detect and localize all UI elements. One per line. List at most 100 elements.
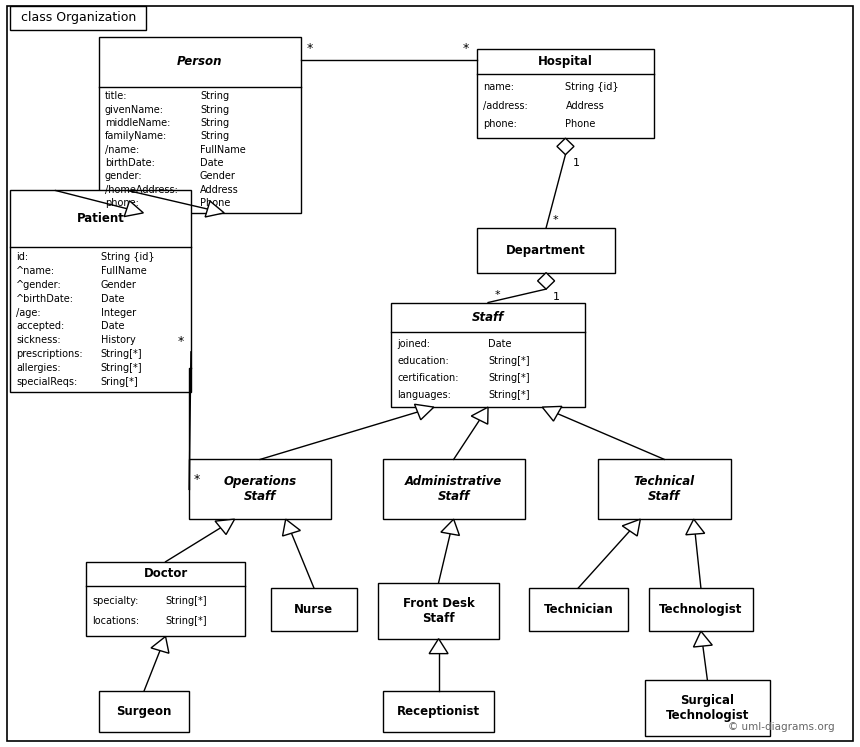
Text: String: String [200, 131, 229, 141]
Text: Surgical
Technologist: Surgical Technologist [666, 694, 749, 722]
Text: String {id}: String {id} [101, 252, 154, 262]
Text: Technician: Technician [544, 603, 613, 616]
Bar [383, 691, 494, 732]
Text: String {id}: String {id} [566, 82, 619, 93]
Text: /homeAddress:: /homeAddress: [105, 185, 178, 195]
Text: Date: Date [101, 294, 124, 304]
Text: String[*]: String[*] [101, 349, 142, 359]
Polygon shape [538, 273, 555, 289]
Bar [189, 459, 331, 519]
Text: Phone: Phone [200, 198, 230, 208]
Text: Hospital: Hospital [538, 55, 593, 68]
Polygon shape [283, 519, 300, 536]
Polygon shape [215, 519, 235, 535]
Bar [529, 588, 628, 631]
Text: String: String [200, 105, 229, 115]
Text: String: String [200, 91, 229, 102]
Text: Sring[*]: Sring[*] [101, 376, 138, 387]
Bar [645, 680, 770, 736]
Text: *: * [495, 290, 501, 300]
Text: 1: 1 [553, 292, 560, 302]
Text: Nurse: Nurse [294, 603, 334, 616]
Polygon shape [557, 138, 574, 155]
Polygon shape [441, 519, 459, 536]
Text: phone:: phone: [105, 198, 138, 208]
Text: *: * [194, 473, 200, 486]
Text: prescriptions:: prescriptions: [16, 349, 83, 359]
Text: Administrative
Staff: Administrative Staff [405, 475, 502, 503]
Text: Doctor: Doctor [144, 567, 187, 580]
Text: History: History [101, 335, 135, 345]
Text: birthDate:: birthDate: [105, 158, 155, 168]
Bar [271, 588, 357, 631]
Bar [391, 303, 585, 407]
Text: allergies:: allergies: [16, 363, 61, 373]
Text: class Organization: class Organization [21, 11, 136, 25]
Text: ^gender:: ^gender: [16, 280, 62, 290]
Polygon shape [623, 519, 641, 536]
Bar [86, 562, 245, 636]
Text: Receptionist: Receptionist [397, 705, 480, 718]
Bar [99, 37, 301, 213]
Text: middleName:: middleName: [105, 118, 170, 128]
Text: gender:: gender: [105, 171, 143, 182]
Text: specialReqs:: specialReqs: [16, 376, 77, 387]
Text: String[*]: String[*] [488, 390, 530, 400]
Text: joined:: joined: [397, 339, 430, 350]
Text: FullName: FullName [200, 145, 246, 155]
Text: id:: id: [16, 252, 28, 262]
Polygon shape [429, 639, 448, 654]
Text: phone:: phone: [483, 120, 517, 129]
Text: certification:: certification: [397, 373, 459, 382]
Text: String[*]: String[*] [165, 596, 207, 606]
Text: Address: Address [200, 185, 239, 195]
Text: ^name:: ^name: [16, 266, 55, 276]
Bar [598, 459, 731, 519]
Text: String[*]: String[*] [165, 616, 207, 626]
Polygon shape [471, 407, 488, 424]
Polygon shape [415, 404, 434, 420]
Text: Gender: Gender [200, 171, 236, 182]
Text: givenName:: givenName: [105, 105, 164, 115]
Text: ^birthDate:: ^birthDate: [16, 294, 74, 304]
Polygon shape [206, 201, 224, 217]
Text: title:: title: [105, 91, 127, 102]
Text: Patient: Patient [77, 212, 125, 226]
Bar [649, 588, 752, 631]
Text: education:: education: [397, 356, 449, 366]
Bar [10, 6, 146, 30]
Text: specialty:: specialty: [92, 596, 138, 606]
Text: *: * [306, 43, 312, 55]
Text: name:: name: [483, 82, 514, 93]
Text: String[*]: String[*] [488, 356, 530, 366]
Text: *: * [463, 43, 469, 55]
Bar [10, 190, 191, 392]
Text: String: String [200, 118, 229, 128]
Text: Operations
Staff: Operations Staff [224, 475, 297, 503]
Text: Front Desk
Staff: Front Desk Staff [402, 597, 475, 624]
Text: String[*]: String[*] [101, 363, 142, 373]
Bar [383, 459, 525, 519]
Text: Date: Date [200, 158, 224, 168]
Text: Staff: Staff [472, 311, 504, 323]
Polygon shape [151, 636, 169, 653]
Text: Date: Date [101, 321, 124, 332]
Text: 1: 1 [573, 158, 580, 167]
Text: sickness:: sickness: [16, 335, 61, 345]
Text: familyName:: familyName: [105, 131, 167, 141]
Text: *: * [553, 215, 559, 225]
Text: FullName: FullName [101, 266, 146, 276]
Text: Address: Address [566, 101, 605, 111]
Text: Surgeon: Surgeon [116, 705, 172, 718]
Text: Date: Date [488, 339, 512, 350]
Text: Gender: Gender [101, 280, 137, 290]
Text: Department: Department [507, 244, 586, 257]
Text: String[*]: String[*] [488, 373, 530, 382]
Polygon shape [685, 519, 704, 535]
Text: Technical
Staff: Technical Staff [634, 475, 695, 503]
Text: Person: Person [177, 55, 223, 69]
Text: /name:: /name: [105, 145, 139, 155]
Bar [477, 228, 615, 273]
Polygon shape [543, 406, 562, 421]
Text: Technologist: Technologist [660, 603, 742, 616]
